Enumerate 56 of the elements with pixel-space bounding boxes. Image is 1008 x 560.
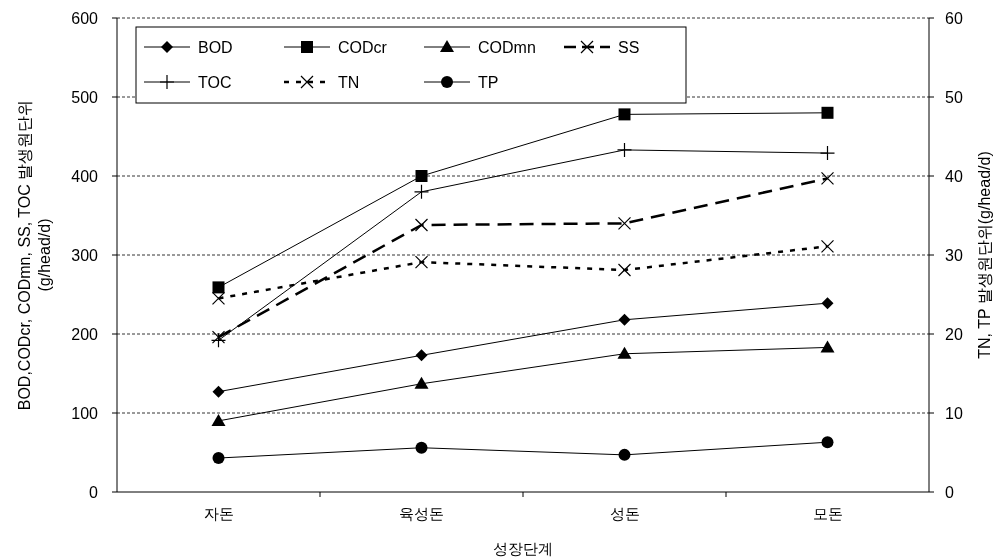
point xyxy=(820,239,835,253)
y2-tick-label: 40 xyxy=(945,168,963,185)
y-tick-label: 300 xyxy=(71,247,99,264)
y2-axis-title: TN, TP 발생원단위(g/head/d) xyxy=(976,151,993,359)
y2-tick-label: 60 xyxy=(945,10,963,27)
x-tick-label: 모돈 xyxy=(812,505,843,522)
point xyxy=(210,332,227,348)
point xyxy=(415,349,428,362)
point xyxy=(618,448,631,461)
y2-tick-label: 30 xyxy=(945,247,963,264)
point xyxy=(820,171,835,185)
y-tick-label: 0 xyxy=(89,484,99,501)
point xyxy=(414,376,429,389)
point xyxy=(415,170,428,182)
legend-label: CODcr xyxy=(338,39,388,56)
legend-label: BOD xyxy=(198,39,233,56)
point xyxy=(821,297,834,310)
y-tick-label: 200 xyxy=(71,326,99,343)
y2-tick-label: 20 xyxy=(945,326,963,343)
point xyxy=(617,346,632,359)
legend-label: TOC xyxy=(198,74,232,91)
legend-label: TN xyxy=(338,74,360,91)
y-tick-label: 100 xyxy=(71,405,99,422)
point xyxy=(211,291,226,306)
y-tick-label: 600 xyxy=(71,10,99,27)
y-axis-title: BOD,CODcr, CODmn, SS, TOC 발생원단위 (g/head/d) xyxy=(16,99,53,411)
point xyxy=(819,145,836,161)
x-tick-label: 자돈 xyxy=(203,505,234,522)
point xyxy=(212,281,225,294)
y-tick-label: 400 xyxy=(71,168,99,185)
y-tick-label: 500 xyxy=(71,89,99,106)
y2-tick-label: 10 xyxy=(945,405,963,422)
point xyxy=(617,263,632,277)
point xyxy=(618,313,631,326)
y2-tick-label: 0 xyxy=(945,484,954,501)
point xyxy=(821,436,834,449)
point xyxy=(211,330,226,344)
point xyxy=(821,106,834,119)
point xyxy=(211,413,226,426)
legend-label: CODmn xyxy=(478,39,536,56)
point xyxy=(212,452,225,465)
point xyxy=(212,385,225,398)
point xyxy=(820,340,835,353)
legend-label: TP xyxy=(478,74,499,91)
x-tick-label: 육성돈 xyxy=(399,505,444,522)
point xyxy=(618,108,631,121)
point xyxy=(617,216,632,230)
point xyxy=(415,441,428,454)
point xyxy=(414,218,429,232)
x-axis-title: 성장단계 xyxy=(493,540,553,557)
legend-label: SS xyxy=(618,39,640,56)
y2-tick-label: 50 xyxy=(945,89,963,106)
x-tick-label: 성돈 xyxy=(609,505,640,522)
point xyxy=(413,184,430,200)
point xyxy=(616,142,633,158)
point xyxy=(414,255,429,269)
